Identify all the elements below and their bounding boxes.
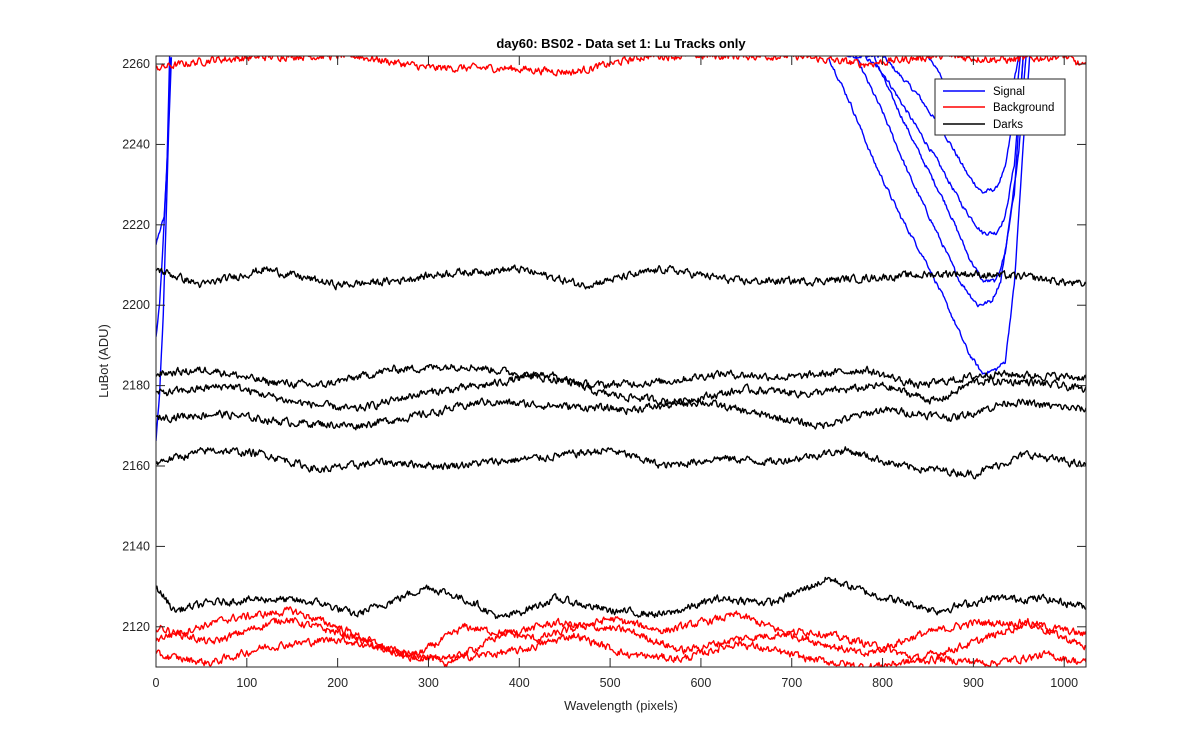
x-tick-label: 900 (963, 676, 984, 690)
y-tick-label: 2240 (122, 137, 150, 151)
series-line-darks-3 (156, 397, 1086, 431)
y-tick-label: 2140 (122, 539, 150, 553)
x-tick-label: 200 (327, 676, 348, 690)
x-tick-label: 300 (418, 676, 439, 690)
series-line-background-9 (156, 632, 1086, 667)
series-line-background-6 (156, 56, 1086, 77)
y-tick-label: 2120 (122, 620, 150, 634)
legend: Signal Background Darks (934, 78, 1066, 136)
x-tick-label: 1000 (1050, 676, 1078, 690)
x-tick-label: 500 (600, 676, 621, 690)
series-line-background-8 (156, 606, 1086, 667)
x-axis-label: Wavelength (pixels) (564, 698, 678, 713)
legend-label-darks: Darks (993, 119, 1023, 131)
y-tick-label: 2160 (122, 459, 150, 473)
x-tick-label: 100 (236, 676, 257, 690)
plot-area (156, 56, 1086, 667)
x-axis: 0 100 200 300 400 500 600 700 800 900 1000 (153, 56, 1078, 690)
series-line-darks-1 (156, 363, 1086, 390)
x-tick-label: 400 (509, 676, 530, 690)
y-axis-label: LuBot (ADU) (96, 324, 111, 398)
series-line-signal-14 (864, 56, 1024, 236)
plot-frame (155, 55, 1087, 668)
y-tick-label: 2200 (122, 298, 150, 312)
series-line-signal-11 (156, 57, 173, 441)
legend-label-signal: Signal (993, 86, 1025, 98)
series-line-background-7 (156, 610, 1086, 662)
series-line-darks-2 (156, 371, 1086, 412)
series-line-signal-16 (854, 56, 1024, 308)
y-tick-label: 2180 (122, 379, 150, 393)
x-tick-label: 800 (872, 676, 893, 690)
x-tick-label: 600 (690, 676, 711, 690)
series-line-darks-0 (156, 264, 1086, 291)
y-axis: 2120 2140 2160 2180 2200 2220 2240 2260 (122, 57, 1086, 634)
series-line-signal-15 (873, 56, 1027, 283)
x-tick-label: 0 (153, 676, 160, 690)
y-tick-label: 2220 (122, 218, 150, 232)
series-line-darks-5 (156, 576, 1086, 620)
y-tick-label: 2260 (122, 57, 150, 71)
series-line-darks-4 (156, 446, 1086, 480)
chart-title: day60: BS02 - Data set 1: Lu Tracks only (496, 36, 746, 51)
legend-label-background: Background (993, 102, 1054, 114)
series-line-signal-17 (827, 56, 1031, 376)
series-line-signal-12 (156, 56, 171, 246)
x-tick-label: 700 (781, 676, 802, 690)
series-layer (156, 56, 1086, 667)
